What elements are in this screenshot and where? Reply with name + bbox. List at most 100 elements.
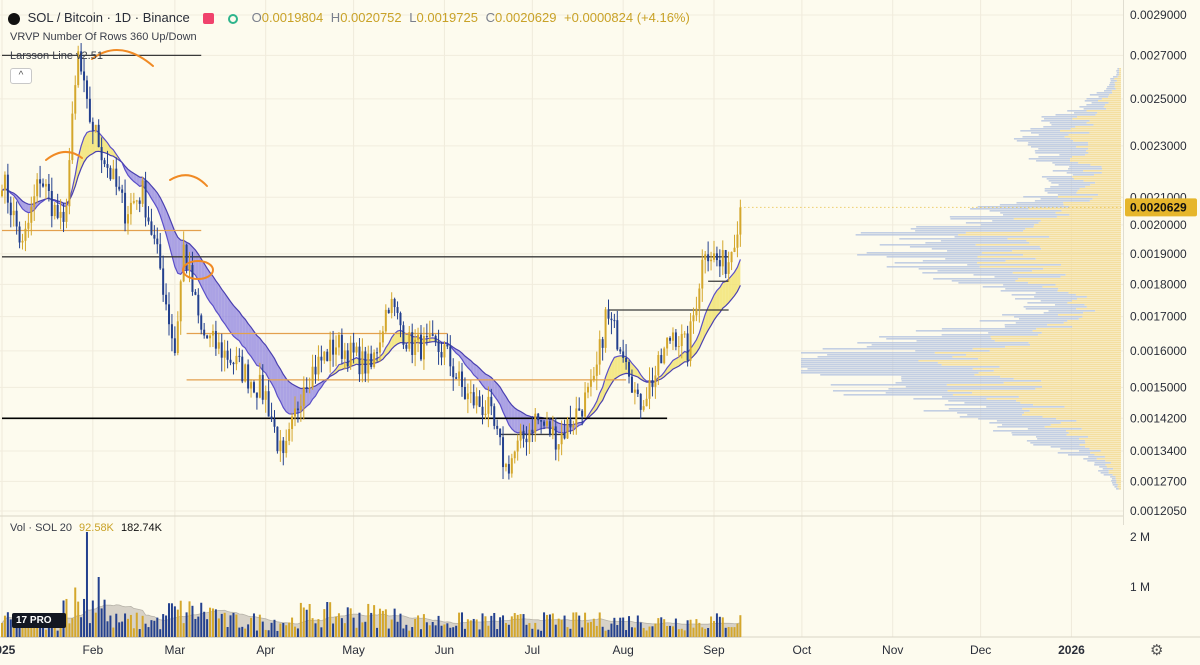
volume-bar <box>364 621 367 637</box>
volume-bar <box>129 614 132 637</box>
tradingview-logo[interactable]: 17 PRO <box>12 613 66 628</box>
profile-up-bar <box>999 366 1121 368</box>
volume-bar <box>698 622 701 637</box>
profile-up-bar <box>1029 242 1121 244</box>
volume-bar <box>452 627 455 637</box>
volume-bar <box>739 615 742 637</box>
flag-icon[interactable] <box>203 13 215 25</box>
profile-up-bar <box>941 364 1121 366</box>
volume-bar <box>466 619 469 637</box>
price-tick-label: 0.0014200 <box>1130 411 1187 425</box>
last-price-tag <box>1125 198 1197 217</box>
candle-body <box>211 331 214 336</box>
profile-up-bar <box>1093 124 1121 126</box>
volume-bar <box>220 613 223 637</box>
candle-body <box>715 253 718 261</box>
profile-down-bar <box>1031 132 1090 134</box>
profile-up-bar <box>1083 312 1121 314</box>
profile-down-bar <box>1113 76 1118 78</box>
price-axis[interactable] <box>1123 0 1200 525</box>
band-segment <box>713 290 717 321</box>
profile-up-bar <box>990 336 1121 338</box>
profile-down-bar <box>922 260 1006 262</box>
profile-down-bar <box>1116 72 1120 74</box>
volume-bar <box>332 623 335 637</box>
settings-gear-icon[interactable]: ⚙ <box>1150 642 1164 659</box>
volume-bar <box>727 627 730 637</box>
candle-body <box>118 186 121 190</box>
volume-bar <box>170 603 173 637</box>
symbol-title[interactable]: SOL / Bitcoin · 1D · Binance <box>27 10 190 25</box>
candle-body <box>320 356 323 361</box>
band-segment <box>204 263 208 298</box>
profile-up-bar <box>1086 150 1121 152</box>
volume-bar <box>200 602 203 637</box>
candle-body <box>200 315 203 330</box>
profile-down-bar <box>1114 486 1118 488</box>
profile-down-bar <box>1041 116 1078 118</box>
profile-up-bar <box>1095 310 1121 312</box>
indicator-vrvp[interactable]: VRVP Number Of Rows 360 Up/Down <box>10 31 197 43</box>
profile-down-bar <box>1055 114 1096 116</box>
profile-down-bar <box>866 346 1006 348</box>
band-segment <box>338 363 342 371</box>
candle-body <box>431 334 434 336</box>
profile-up-bar <box>1013 378 1121 380</box>
profile-down-bar <box>1112 484 1118 486</box>
profile-up-bar <box>1108 102 1121 104</box>
profile-up-bar <box>1057 290 1121 292</box>
candle-body <box>352 342 355 353</box>
volume-bar <box>475 619 478 637</box>
volume-bar <box>510 616 513 637</box>
candle-body <box>358 346 361 375</box>
profile-down-bar <box>1016 202 1064 204</box>
candle-body <box>695 308 698 316</box>
volume-bar <box>551 613 554 637</box>
profile-up-bar <box>1118 488 1121 490</box>
profile-down-bar <box>801 360 919 362</box>
candle-body <box>554 426 557 450</box>
profile-up-bar <box>1005 346 1121 348</box>
candle-body <box>455 377 458 379</box>
profile-down-bar <box>1030 128 1071 130</box>
candle-body <box>516 440 519 452</box>
profile-down-bar <box>1116 70 1120 72</box>
volume-bar <box>414 618 417 637</box>
band-segment <box>207 268 211 303</box>
candle-body <box>361 351 364 375</box>
collapse-legend-button[interactable]: ^ <box>10 68 32 84</box>
volume-bar <box>478 629 481 637</box>
volume-bar <box>718 616 721 637</box>
indicator-larsson[interactable]: Larsson Line v2.51 <box>10 50 103 62</box>
volume-bar <box>616 625 619 637</box>
profile-up-bar <box>1098 100 1121 102</box>
volume-bar <box>393 608 396 637</box>
volume-bar <box>689 619 692 637</box>
profile-up-bar <box>1028 208 1121 210</box>
profile-up-bar <box>1083 180 1121 182</box>
volume-bar <box>229 615 232 637</box>
profile-down-bar <box>986 406 1065 408</box>
candle-body <box>291 416 294 430</box>
annotations[interactable] <box>45 49 1123 280</box>
candle-body <box>27 222 30 229</box>
profile-down-bar <box>988 332 1042 334</box>
profile-down-bar <box>933 278 1018 280</box>
volume-bar <box>147 627 150 637</box>
profile-down-bar <box>997 426 1045 428</box>
profile-up-bar <box>1079 438 1121 440</box>
profile-up-bar <box>1079 188 1121 190</box>
profile-down-bar <box>1004 326 1073 328</box>
candle-body <box>203 329 206 336</box>
profile-up-bar <box>1028 282 1121 284</box>
candle-body <box>329 339 332 362</box>
candle-body <box>548 421 551 435</box>
profile-up-bar <box>1118 74 1121 76</box>
volume-bar <box>288 622 291 637</box>
volume-legend[interactable]: Vol · SOL 20 92.58K 182.74K <box>10 522 162 534</box>
volume-bar <box>144 623 147 637</box>
price-tick-label: 0.0019000 <box>1130 247 1187 261</box>
candle-body <box>273 419 276 427</box>
candle-body <box>472 392 475 406</box>
